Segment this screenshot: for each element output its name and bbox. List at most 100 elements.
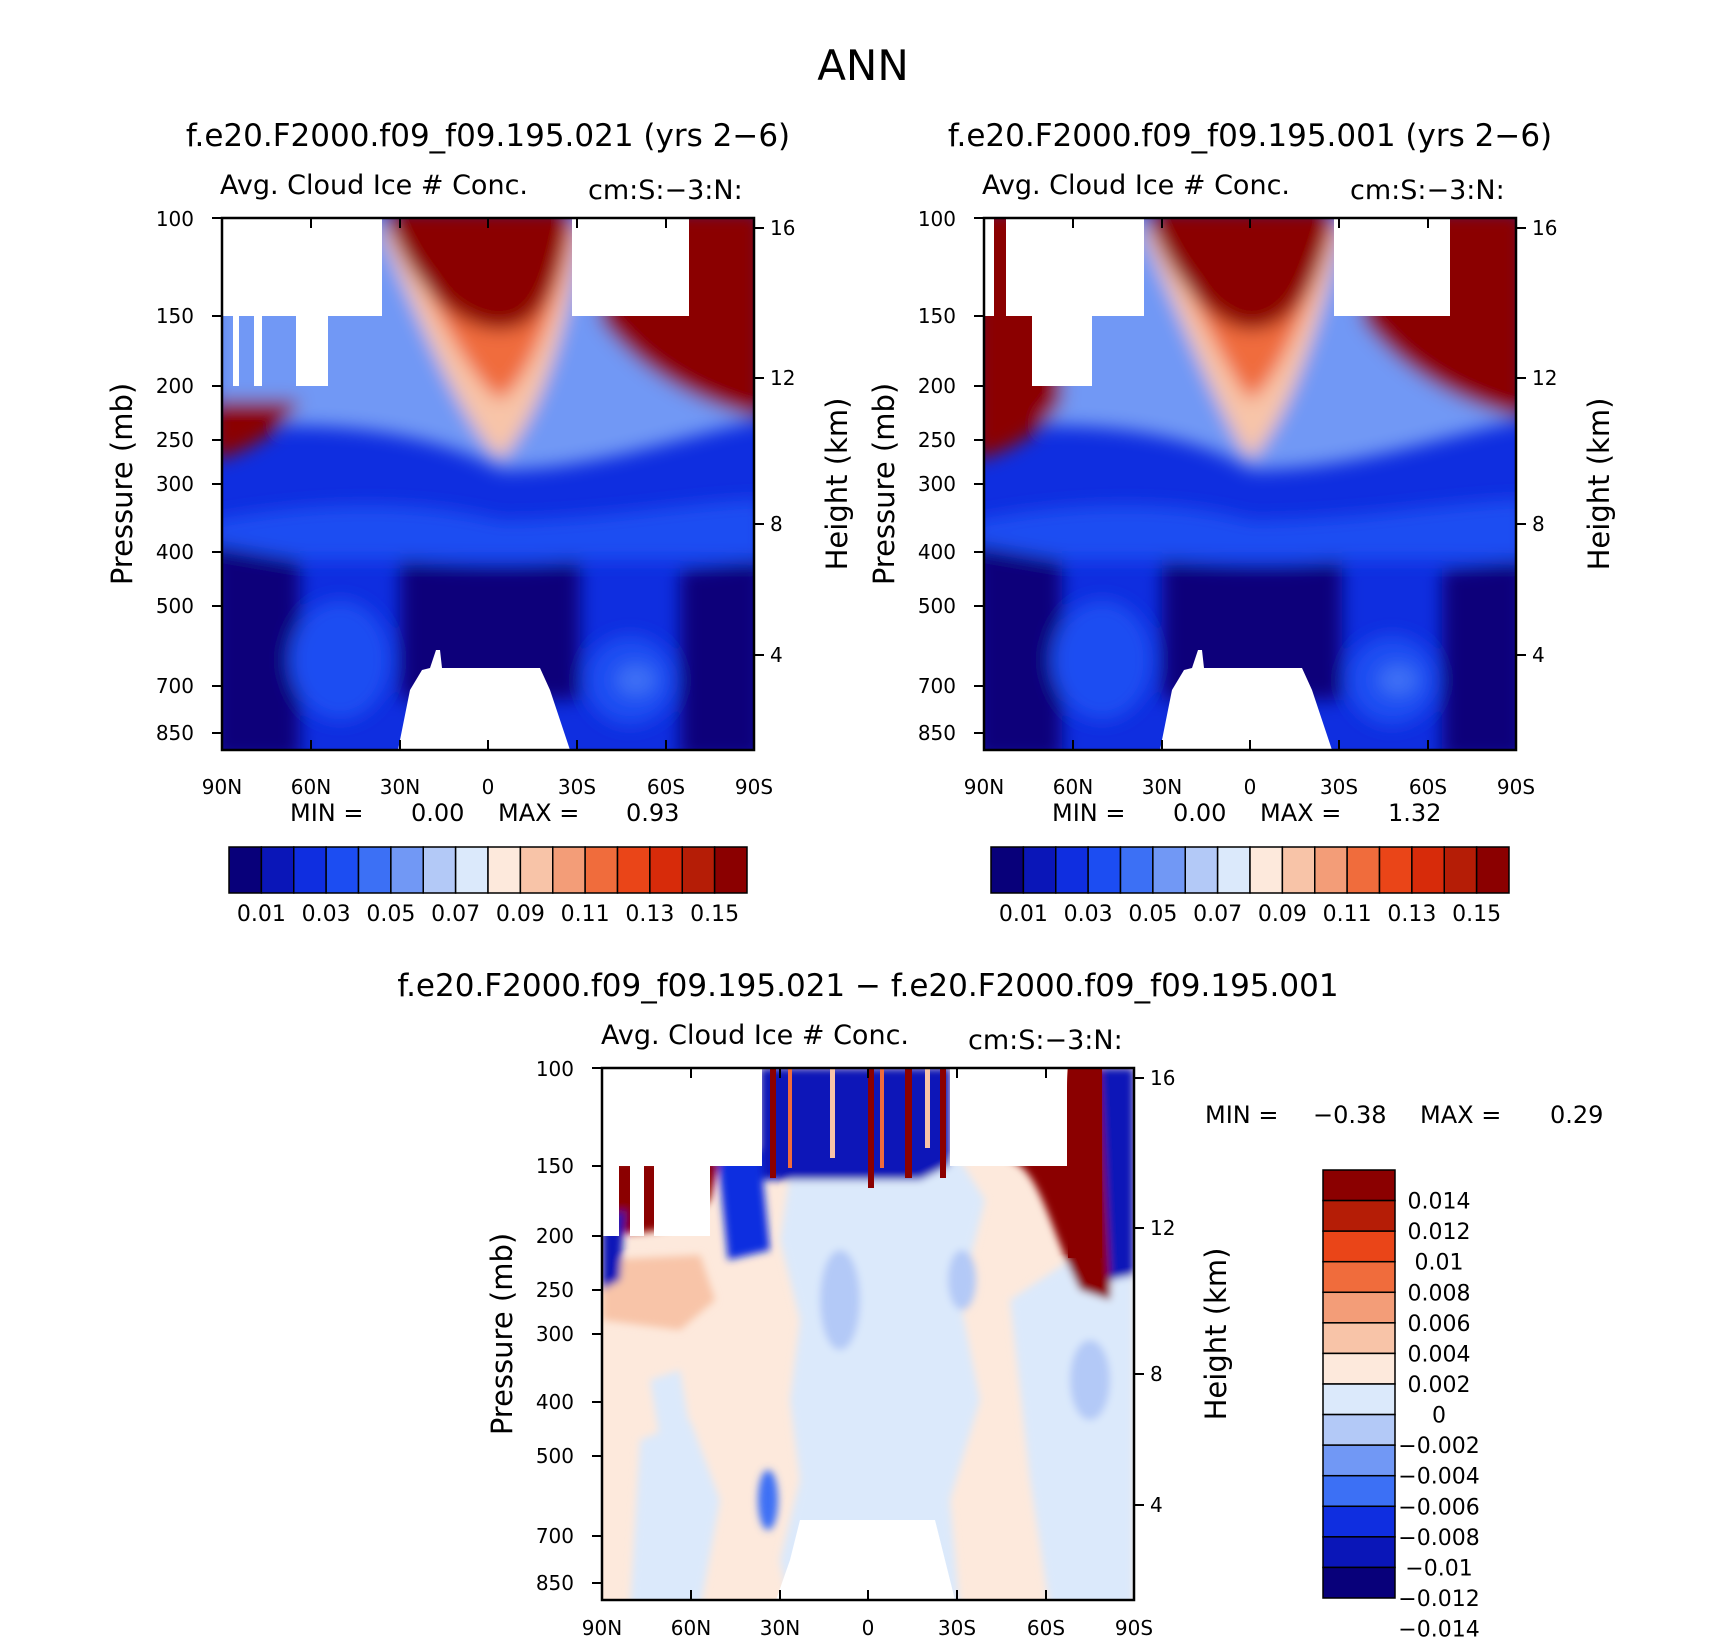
panel-1-colorbar-swatch: [616, 846, 651, 894]
svg-text:60S: 60S: [1409, 775, 1447, 799]
panel-1-ylabel-right: Height (km): [820, 398, 854, 571]
svg-text:90S: 90S: [735, 775, 773, 799]
panel-2-x-ticks: 90N 60N 30N 0 30S 60S 90S: [964, 775, 1535, 799]
panel-2-colorbar-swatch: [1411, 846, 1445, 894]
figure-title: ANN: [817, 41, 909, 90]
panel-diff-colorbar-label: 0: [1432, 1404, 1446, 1429]
panel-1-title: f.e20.F2000.f09_f09.195.021 (yrs 2−6): [186, 118, 790, 154]
panel-1-units: cm:S:−3:N:: [588, 175, 743, 206]
panel-diff-colorbar-swatch: [1322, 1505, 1396, 1538]
panel-2-colorbar-swatch: [1443, 846, 1478, 894]
svg-text:4: 4: [1532, 643, 1545, 667]
panel-1-ticks: [212, 217, 764, 750]
svg-text:200: 200: [156, 374, 194, 398]
panel-1-colorbar-label: 0.05: [366, 902, 415, 927]
svg-text:30S: 30S: [1320, 775, 1358, 799]
panel-2-colorbar-label: 0.11: [1323, 902, 1372, 927]
panel-2-colorbar-swatch: [1152, 846, 1186, 894]
panel-1-ylabel-left: Pressure (mb): [105, 383, 139, 585]
panel-2-title: f.e20.F2000.f09_f09.195.001 (yrs 2−6): [948, 118, 1552, 154]
svg-text:400: 400: [156, 540, 194, 564]
panel-diff-colorbar-label: 0.008: [1408, 1281, 1471, 1306]
panel-diff-ylabel-right: Height (km): [1199, 1248, 1233, 1421]
panel-2-colorbar: 0.01 0.03 0.05 0.07 0.09 0.11 0.13 0.15: [990, 846, 1510, 927]
panel-diff-missing-mask: [602, 1068, 1067, 1600]
panel-1: f.e20.F2000.f09_f09.195.021 (yrs 2−6) Av…: [105, 118, 854, 927]
panel-1-colorbar-label: 0.07: [431, 902, 480, 927]
svg-text:60S: 60S: [647, 775, 685, 799]
panel-diff-ticks: [592, 1067, 1144, 1600]
panel-1-colorbar-label: 0.03: [302, 902, 351, 927]
panel-2-colorbar-label: 0.07: [1193, 902, 1242, 927]
panel-2-colorbar-swatch: [1475, 846, 1510, 894]
svg-text:200: 200: [536, 1224, 574, 1248]
panel-2-colorbar-swatch: [1184, 846, 1219, 894]
panel-2-y-ticks: 100 150 200 250 300 400 500 700 850: [918, 207, 956, 745]
svg-text:0: 0: [482, 775, 495, 799]
svg-text:700: 700: [536, 1524, 574, 1548]
svg-text:8: 8: [1150, 1362, 1163, 1386]
panel-2-main-label: Avg. Cloud Ice # Conc.: [982, 170, 1290, 201]
svg-text:60N: 60N: [291, 775, 331, 799]
panel-2-units: cm:S:−3:N:: [1350, 175, 1505, 206]
svg-text:500: 500: [918, 594, 956, 618]
panel-2-colorbar-swatch: [1346, 846, 1381, 894]
panel-2-colorbar-swatch: [1087, 846, 1122, 894]
panel-1-colorbar-swatch: [293, 846, 327, 894]
panel-diff-colorbar-label: 0.006: [1408, 1312, 1471, 1337]
svg-text:16: 16: [770, 216, 795, 240]
panel-diff-colorbar-swatch: [1322, 1291, 1396, 1324]
panel-diff-colorbar-swatch: [1322, 1322, 1396, 1355]
panel-diff-units: cm:S:−3:N:: [968, 1025, 1123, 1056]
panel-diff-x-ticks: 90N 60N 30N 0 30S 60S 90S: [582, 1616, 1153, 1640]
svg-text:30N: 30N: [1142, 775, 1182, 799]
svg-text:0: 0: [1244, 775, 1257, 799]
svg-text:700: 700: [918, 674, 956, 698]
panel-1-colorbar-swatch: [422, 846, 457, 894]
svg-text:100: 100: [536, 1057, 574, 1081]
svg-text:12: 12: [1150, 1216, 1175, 1240]
panel-diff-streaks: [770, 1068, 1102, 1258]
panel-diff-colorbar-label: 0.012: [1408, 1220, 1471, 1245]
svg-text:4: 4: [770, 643, 783, 667]
panel-1-min-value: 0.00: [411, 799, 464, 827]
panel-1-max-label: MAX =: [498, 799, 579, 827]
panel-diff-colorbar-label: −0.012: [1398, 1587, 1479, 1612]
panel-1-main-label: Avg. Cloud Ice # Conc.: [220, 170, 528, 201]
panel-1-colorbar-label: 0.01: [237, 902, 286, 927]
panel-1-colorbar-swatch: [649, 846, 683, 894]
panel-1-colorbar-swatch: [487, 846, 522, 894]
panel-diff-colorbar-swatch: [1322, 1536, 1396, 1569]
panel-diff-colorbar: 0.014 0.012 0.01 0.008 0.006 0.004 0.002 0 −0.00…: [1322, 1169, 1480, 1643]
panel-diff-colorbar-swatch: [1322, 1199, 1396, 1232]
svg-text:12: 12: [1532, 366, 1557, 390]
panel-diff-colorbar-swatch: [1322, 1444, 1396, 1477]
panel-1-colorbar-swatch: [357, 846, 392, 894]
panel-2-colorbar-swatch: [1281, 846, 1316, 894]
svg-text:500: 500: [536, 1444, 574, 1468]
panel-diff-colorbar-label: 0.01: [1415, 1251, 1464, 1276]
panel-1-colorbar-label: 0.15: [690, 902, 739, 927]
svg-text:850: 850: [918, 721, 956, 745]
panel-diff-min-value: −0.38: [1313, 1101, 1387, 1129]
panel-2-colorbar-swatch: [1314, 846, 1348, 894]
panel-1-colorbar-swatch: [454, 846, 489, 894]
svg-text:400: 400: [918, 540, 956, 564]
svg-text:700: 700: [156, 674, 194, 698]
panel-diff-colorbar-swatch: [1322, 1474, 1396, 1508]
svg-text:8: 8: [770, 512, 783, 536]
panel-diff-max-value: 0.29: [1550, 1101, 1603, 1129]
svg-text:90S: 90S: [1497, 775, 1535, 799]
panel-2-colorbar-label: 0.09: [1258, 902, 1307, 927]
panel-2-max-value: 1.32: [1388, 799, 1441, 827]
svg-text:400: 400: [536, 1390, 574, 1414]
panel-2-min-label: MIN =: [1052, 799, 1125, 827]
panel-1-colorbar-swatch: [681, 846, 716, 894]
panel-diff-y-ticks-right: 16 12 8 4: [1150, 1066, 1175, 1517]
panel-diff-colorbar-label: −0.006: [1398, 1495, 1479, 1520]
panel-1-missing-mask: [222, 218, 689, 750]
svg-text:4: 4: [1150, 1493, 1163, 1517]
svg-text:850: 850: [156, 721, 194, 745]
panel-2-ticks: [974, 217, 1526, 750]
